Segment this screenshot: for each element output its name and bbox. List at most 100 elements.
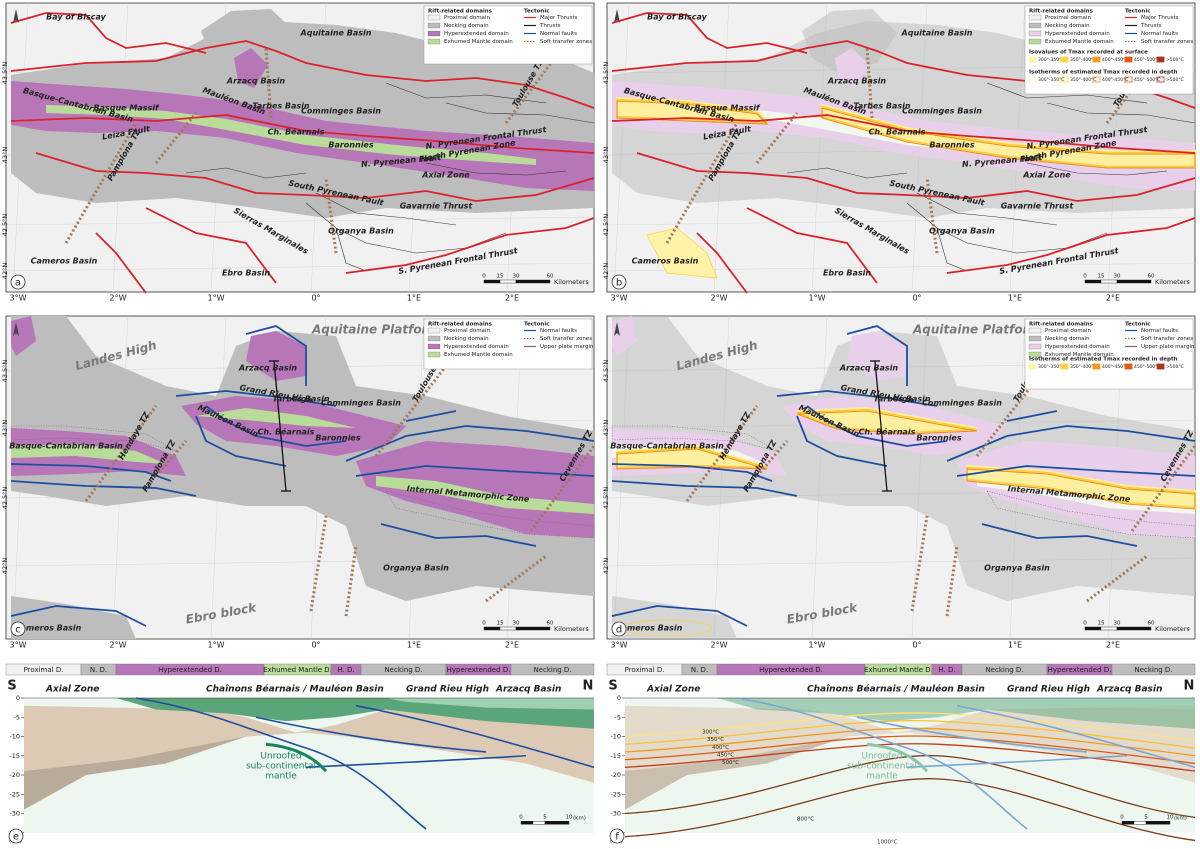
major-thrust <box>611 12 808 54</box>
depth-tick-label: -10 <box>610 733 621 741</box>
scale-bar <box>515 626 551 631</box>
place-label: Axial Zone <box>421 171 470 180</box>
place-label: Organya Basin <box>929 227 995 236</box>
isotherm <box>624 719 1196 749</box>
upper-plate-margin <box>986 490 1196 539</box>
latitude-label: 43.5°N <box>602 360 610 383</box>
necking-domain <box>612 596 737 639</box>
legend-label: Necking domain <box>444 23 489 29</box>
legend-swatch <box>1156 76 1165 83</box>
domain-label: Necking D. <box>384 666 422 674</box>
place-label: Cameros Basin <box>15 624 82 633</box>
thrust <box>936 227 968 272</box>
legend-label: 300°-350°C <box>1038 364 1064 370</box>
legend-label: Soft transfer zones <box>540 336 592 342</box>
thrust <box>185 167 307 179</box>
soft-transfer-zone <box>504 42 568 124</box>
legend-label: Major Thrusts <box>1141 15 1179 21</box>
place-label: Cameros Basin <box>31 257 98 266</box>
normal-fault <box>380 523 537 547</box>
thrust <box>986 82 1148 104</box>
major-thrust <box>696 232 748 294</box>
longitude-label: 0° <box>912 294 921 303</box>
normal-fault <box>10 605 147 627</box>
place-label: Basque-Cantabrian Basin <box>9 442 123 451</box>
latitude-label: 43°N <box>602 420 610 437</box>
place-label: Organya Basin <box>984 564 1050 573</box>
fault <box>355 704 595 769</box>
scale-unit: Kilometers <box>554 278 589 286</box>
longitude-label: 2°W <box>711 294 728 303</box>
map-panel: Bay of Biscay Aquitaine Basin Arzacq Basin… <box>602 2 1196 303</box>
isotherm-zone <box>796 410 978 435</box>
place-label: Comminges Basin <box>301 107 381 116</box>
scale-tick-label: 60 <box>547 621 554 627</box>
hyperextended-domain <box>612 316 637 356</box>
scale-bar <box>1116 279 1152 284</box>
scale-tick-label: 60 <box>547 274 554 280</box>
longitude-label: 2°E <box>505 294 519 303</box>
longitude-label: 1°W <box>809 294 826 303</box>
scale-bar <box>1121 820 1135 825</box>
legend-swatch <box>427 14 441 21</box>
domain-bar <box>1111 663 1196 676</box>
scale-tick-label: 60 <box>1148 274 1155 280</box>
legend-label: 400°-450°C <box>1102 77 1128 83</box>
legend-swatch <box>1028 351 1042 358</box>
legend-label: 450°-500°C <box>1134 57 1160 63</box>
legend-label: Exhumed Mantle domain <box>1045 352 1114 358</box>
domain-label: Hyperextended D. <box>158 666 222 674</box>
longitude-label: 2°W <box>711 641 728 650</box>
legend-label: 300°-350°C <box>1038 57 1064 63</box>
domain-label: Necking D. <box>985 666 1023 674</box>
legend-swatch <box>1028 343 1042 350</box>
place-label: Cameros Basin <box>616 624 683 633</box>
fault <box>956 704 1196 769</box>
thrust <box>315 192 457 226</box>
upper-plate-margin <box>611 425 778 452</box>
latitude-label: 42.5°N <box>602 214 610 237</box>
normal-fault <box>195 415 287 467</box>
legend-box <box>423 5 593 65</box>
longitude-label: 3°W <box>611 294 628 303</box>
domain-label: Proximal D. <box>625 666 665 674</box>
legend-swatch <box>1092 56 1101 63</box>
legend-label: Soft transfer zones <box>1141 336 1193 342</box>
exhumed-mantle-domain <box>196 408 356 428</box>
upper-plate-margin <box>385 490 595 539</box>
place-label: Axial Zone <box>1022 171 1071 180</box>
legend-label: 350°-400°C <box>1070 364 1096 370</box>
place-label: Comminges Basin <box>922 399 1002 408</box>
panel-letter: c <box>15 625 21 636</box>
lower-crust <box>24 736 246 810</box>
scale-tick-label: 0 <box>482 274 486 280</box>
necking-domain <box>612 316 1195 601</box>
longitude-label: 2°E <box>1106 641 1120 650</box>
legend-label: Proximal domain <box>1045 328 1091 334</box>
exhumed-mantle-domain <box>11 444 166 464</box>
longitude-label: 1°E <box>1008 641 1022 650</box>
place-label: Ebro Basin <box>823 269 871 278</box>
normal-fault <box>205 405 347 447</box>
legend-label: Hyperextended domain <box>1045 31 1110 37</box>
scale-tick-label: 30 <box>513 274 520 280</box>
legend-label: Normal faults <box>540 328 577 334</box>
legend-label: Major Thrusts <box>540 15 578 21</box>
legend-label: Proximal domain <box>444 15 490 21</box>
graticule <box>606 216 1196 226</box>
section-label: S <box>7 679 16 694</box>
mantle-arrow <box>265 742 328 773</box>
section-label: N <box>583 679 594 694</box>
place-label: Baronnies <box>328 141 373 150</box>
isotherm-zone <box>821 107 1196 169</box>
place-label: Ch. Béarnais <box>869 127 926 137</box>
upper-plate-margin <box>10 425 177 452</box>
soft-transfer-zone <box>685 405 759 502</box>
normal-fault <box>355 465 595 477</box>
latitude-label: 42.5°N <box>602 487 610 510</box>
legend-swatch <box>427 22 441 29</box>
thrust <box>335 227 367 272</box>
major-thrust <box>10 114 595 154</box>
